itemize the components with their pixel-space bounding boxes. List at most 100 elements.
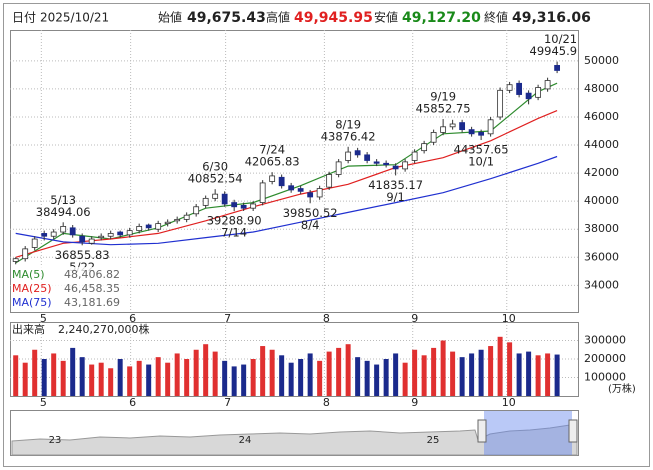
candle-body xyxy=(212,193,219,199)
candle-body xyxy=(155,223,162,230)
x-tick-label: 5 xyxy=(40,312,47,325)
x-tick-label: 7 xyxy=(224,396,231,409)
volume-bar xyxy=(32,349,38,396)
candle-body xyxy=(69,227,76,236)
candle-body xyxy=(259,182,266,203)
candle-body xyxy=(98,235,105,239)
volume-bar xyxy=(60,360,66,396)
candle-body xyxy=(525,92,532,100)
candle-body xyxy=(202,197,209,206)
volume-bar xyxy=(117,359,123,396)
candle-body xyxy=(430,132,437,143)
candle-body xyxy=(316,188,323,198)
annotation-date: 10/21 xyxy=(544,32,577,46)
close-value: 49,316.06 xyxy=(512,10,591,26)
volume-bar xyxy=(516,353,522,396)
candle-body xyxy=(250,203,257,209)
annotation-value: 42065.83 xyxy=(245,155,300,169)
candle-body xyxy=(364,154,371,161)
volume-bar xyxy=(469,353,475,396)
volume-unit: (万株) xyxy=(608,382,636,395)
candle-body xyxy=(487,119,494,135)
x-tick-label: 10 xyxy=(502,312,516,325)
volume-bar xyxy=(402,362,408,396)
volume-bar xyxy=(383,359,389,396)
open-label: 始値 xyxy=(158,10,182,25)
x-tick-label: 7 xyxy=(224,312,231,325)
annotation-date: 7/14 xyxy=(221,226,247,240)
candle-body xyxy=(497,89,504,118)
volume-bar xyxy=(184,359,190,396)
annotation-date: 9/1 xyxy=(386,190,405,204)
volume-bar xyxy=(165,362,171,396)
legend-box xyxy=(11,267,127,311)
volume-bar xyxy=(478,349,484,396)
candle-body xyxy=(440,126,447,133)
close-label: 終値 xyxy=(484,10,508,25)
candle-body xyxy=(345,151,352,161)
y-tick-label: 200000 xyxy=(584,352,626,365)
candle-body xyxy=(326,174,333,188)
volume-label: 出来高 xyxy=(12,322,45,336)
y-tick-label: 36000 xyxy=(584,250,619,263)
candle-body xyxy=(193,206,200,215)
annotation-value: 49945.9 xyxy=(530,44,578,58)
navigator-label: 25 xyxy=(427,435,440,446)
annotation-value: 40852.54 xyxy=(188,172,243,186)
candle-body xyxy=(269,175,276,182)
candle-body xyxy=(183,214,190,220)
volume-bar xyxy=(127,366,133,396)
volume-bar xyxy=(70,347,76,396)
volume-bar xyxy=(79,357,85,396)
y-tick-label: 50000 xyxy=(584,54,619,67)
volume-bar xyxy=(497,336,503,396)
volume-bar xyxy=(13,355,19,396)
volume-panel xyxy=(10,322,579,397)
candle-body xyxy=(449,123,456,128)
candle-body xyxy=(231,202,238,208)
volume-bar xyxy=(336,347,342,396)
volume-bar xyxy=(554,354,560,396)
volume-bar xyxy=(412,349,418,396)
candle-body xyxy=(136,226,143,232)
volume-bar xyxy=(279,355,285,396)
volume-bar xyxy=(98,362,104,396)
volume-bar xyxy=(136,360,142,396)
volume-bar xyxy=(241,364,247,396)
annotation-value: 39850.52 xyxy=(283,206,338,220)
volume-bar xyxy=(374,364,380,396)
x-tick-label: 8 xyxy=(323,312,330,325)
volume-total: 2,240,270,000株 xyxy=(58,322,149,336)
candle-body xyxy=(383,162,390,166)
ma-line xyxy=(15,155,558,246)
y-tick-label: 40000 xyxy=(584,194,619,207)
annotation-date: 10/1 xyxy=(468,155,494,169)
high-value: 49,945.95 xyxy=(294,10,373,26)
high-label: 高値 xyxy=(266,10,290,25)
candle-body xyxy=(459,122,466,131)
navigator-selection[interactable] xyxy=(484,411,572,455)
y-tick-label: 42000 xyxy=(584,166,619,179)
navigator-handle-right[interactable] xyxy=(568,419,578,443)
navigator-handle-left[interactable] xyxy=(477,419,487,443)
candle-body xyxy=(126,230,133,236)
annotation-date: 5/13 xyxy=(50,193,76,207)
candle-body xyxy=(354,150,361,156)
candle-body xyxy=(288,185,295,191)
candle-body xyxy=(554,65,561,71)
navigator-label: 23 xyxy=(49,435,62,446)
volume-bar xyxy=(288,362,294,396)
price-panel xyxy=(10,30,579,313)
volume-bar xyxy=(535,355,541,396)
candle-body xyxy=(544,80,551,90)
volume-bar xyxy=(269,349,275,396)
candle-body xyxy=(335,161,342,175)
candle-body xyxy=(478,132,485,136)
x-tick-label: 9 xyxy=(411,312,418,325)
candle-body xyxy=(240,204,247,209)
annotation-value: 39288.90 xyxy=(207,214,262,228)
legend-name: MA(75) xyxy=(12,296,52,309)
candle-body xyxy=(221,193,228,205)
volume-bar xyxy=(355,357,361,396)
